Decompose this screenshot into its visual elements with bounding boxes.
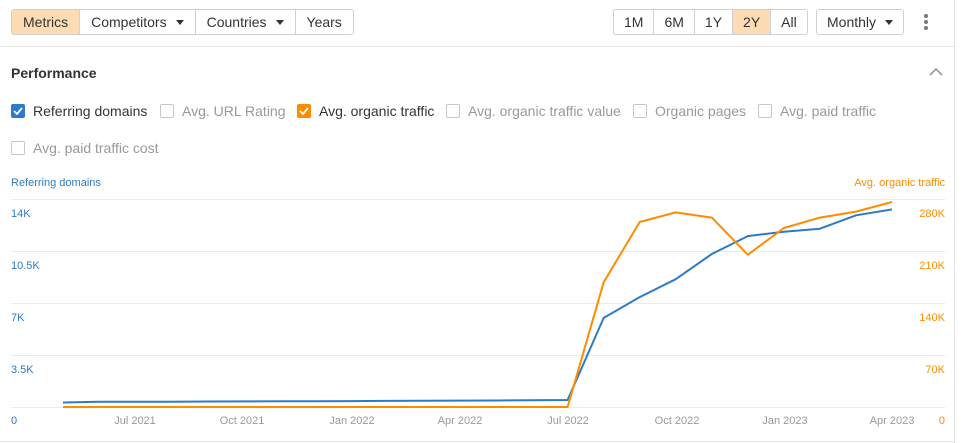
range-label: 1M xyxy=(624,14,644,30)
left-y-tick: 10.5K xyxy=(11,260,40,272)
section-title: Performance xyxy=(11,65,97,81)
metric-label: Avg. paid traffic xyxy=(780,103,876,119)
view-tabs: Metrics Competitors Countries Years xyxy=(11,9,354,35)
right-y-tick: 280K xyxy=(919,208,945,220)
years-label: Years xyxy=(306,14,342,30)
metric-avg-organic-traffic[interactable]: Avg. organic traffic xyxy=(297,101,434,121)
interval-dropdown[interactable]: Monthly xyxy=(816,9,905,35)
caret-down-icon xyxy=(885,19,894,25)
checkbox-unchecked-icon[interactable] xyxy=(11,141,25,155)
metric-avg-url-rating[interactable]: Avg. URL Rating xyxy=(160,101,286,121)
interval-label: Monthly xyxy=(827,14,877,30)
metric-avg-paid-traffic-cost[interactable]: Avg. paid traffic cost xyxy=(11,138,159,158)
x-tick: Oct 2021 xyxy=(219,415,265,427)
caret-down-icon xyxy=(275,19,284,25)
range-2y-button[interactable]: 2Y xyxy=(733,10,772,34)
checkbox-unchecked-icon[interactable] xyxy=(758,104,772,118)
chevron-up-icon[interactable] xyxy=(929,67,943,77)
x-tick: Jan 2022 xyxy=(329,415,375,427)
right-y-tick: 210K xyxy=(919,260,945,272)
checkbox-unchecked-icon[interactable] xyxy=(160,104,174,118)
competitors-label: Competitors xyxy=(91,14,167,30)
x-tick: Apr 2023 xyxy=(869,415,915,427)
metric-label: Avg. paid traffic cost xyxy=(33,140,159,156)
caret-down-icon xyxy=(175,19,184,25)
metric-avg-paid-traffic[interactable]: Avg. paid traffic xyxy=(758,101,876,121)
metric-referring-domains[interactable]: Referring domains xyxy=(11,101,147,121)
metrics-tab[interactable]: Metrics xyxy=(12,10,81,34)
checkbox-unchecked-icon[interactable] xyxy=(446,104,460,118)
metric-label: Organic pages xyxy=(655,103,747,119)
referring-domains-line xyxy=(62,208,893,404)
left-y-tick: 14K xyxy=(11,208,31,220)
date-range-selector: 1M 6M 1Y 2Y All xyxy=(613,9,808,35)
x-tick: Jul 2021 xyxy=(114,415,156,427)
metric-organic-pages[interactable]: Organic pages xyxy=(633,101,746,121)
countries-label: Countries xyxy=(206,14,267,30)
range-label: 2Y xyxy=(743,14,761,30)
range-label: All xyxy=(781,14,797,30)
x-tick: Jan 2023 xyxy=(762,415,808,427)
metric-label: Avg. organic traffic value xyxy=(468,103,621,119)
toolbar: Metrics Competitors Countries Years 1M 6… xyxy=(0,0,954,47)
range-all-button[interactable]: All xyxy=(771,10,807,34)
right-y-tick: 0 xyxy=(938,415,945,427)
right-y-tick: 70K xyxy=(925,364,945,376)
right-axis-title: Avg. organic traffic xyxy=(854,177,945,189)
range-label: 1Y xyxy=(704,14,723,30)
checkbox-checked-icon[interactable] xyxy=(11,104,25,118)
range-label: 6M xyxy=(664,14,684,30)
range-1m-button[interactable]: 1M xyxy=(614,10,655,34)
metrics-tab-label: Metrics xyxy=(23,14,69,30)
left-axis-title: Referring domains xyxy=(11,177,101,189)
panel-border xyxy=(954,0,955,443)
countries-dropdown[interactable]: Countries xyxy=(195,10,296,34)
checkbox-unchecked-icon[interactable] xyxy=(633,104,647,118)
metric-label: Avg. organic traffic xyxy=(319,103,435,119)
range-1y-button[interactable]: 1Y xyxy=(694,10,734,34)
right-y-tick: 140K xyxy=(919,312,945,324)
metric-label: Referring domains xyxy=(33,103,148,119)
more-options-icon[interactable] xyxy=(920,13,932,31)
x-tick: Apr 2022 xyxy=(437,415,483,427)
left-y-tick: 3.5K xyxy=(11,364,34,376)
left-y-tick: 0 xyxy=(11,415,18,427)
range-6m-button[interactable]: 6M xyxy=(654,10,695,34)
organic-traffic-line xyxy=(63,201,893,408)
metric-avg-organic-traffic-value[interactable]: Avg. organic traffic value xyxy=(446,101,621,121)
x-tick: Oct 2022 xyxy=(654,415,700,427)
metric-label: Avg. URL Rating xyxy=(182,103,286,119)
left-y-tick: 7K xyxy=(11,312,25,324)
years-tab[interactable]: Years xyxy=(295,10,353,34)
x-tick: Jul 2022 xyxy=(547,415,589,427)
checkbox-checked-icon[interactable] xyxy=(297,104,311,118)
panel-border xyxy=(0,441,954,442)
competitors-dropdown[interactable]: Competitors xyxy=(80,10,196,34)
